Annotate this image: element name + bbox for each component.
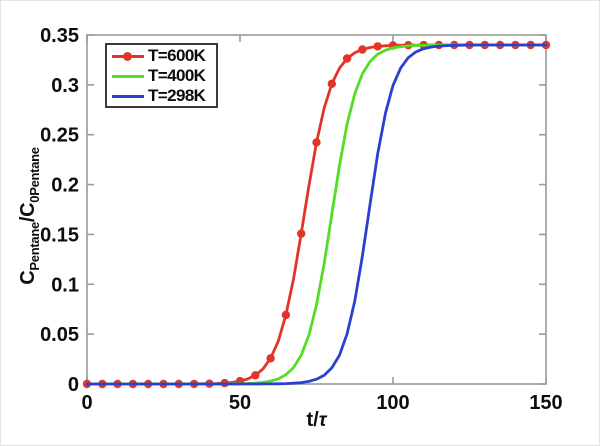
series-marker-t=600k: [251, 371, 260, 380]
y-tick-label: 0.3: [51, 75, 79, 97]
y-tick-label: 0.35: [40, 25, 79, 47]
legend-label: T=400K: [148, 66, 206, 85]
y-tick-label: 0.25: [40, 125, 79, 147]
legend-item-t400k: T=400K: [112, 66, 211, 86]
y-axis-label-sub1: Pentane: [27, 222, 42, 271]
x-tick-label: 50: [229, 392, 251, 414]
series-marker-t=600k: [327, 79, 336, 89]
legend-item-t600k: T=600K: [112, 46, 211, 66]
series-marker-t=600k: [342, 54, 352, 63]
y-tick-label: 0: [68, 374, 79, 396]
legend: T=600K T=400K T=298K: [105, 43, 218, 108]
x-tick-label: 0: [81, 392, 92, 414]
plot-box: [86, 34, 547, 385]
series-marker-t=600k: [297, 229, 306, 238]
x-axis-label: t/τ: [87, 409, 546, 432]
x-tick-label: 150: [529, 392, 562, 414]
x-tick-label: 100: [376, 392, 409, 414]
x-axis-label-t: t/: [306, 409, 319, 431]
series-line-t=298k: [85, 43, 548, 386]
legend-label: T=298K: [148, 86, 206, 105]
series-marker-t=600k: [281, 310, 291, 320]
y-tick-label: 0.15: [40, 224, 79, 246]
y-axis-label: CPentane/C0Pentane: [17, 116, 43, 316]
y-tick-label: 0.2: [51, 175, 79, 197]
legend-label: T=600K: [148, 46, 206, 65]
y-tick-label: 0.05: [40, 324, 79, 346]
x-axis-label-tau: τ: [318, 410, 327, 431]
legend-line-sample-green: [112, 74, 144, 78]
legend-line-sample-red: [112, 51, 144, 61]
series-marker-t=600k: [266, 354, 275, 363]
legend-item-t298k: T=298K: [112, 86, 211, 106]
series-marker-t=600k: [373, 42, 382, 51]
legend-line-sample-blue: [112, 94, 144, 98]
series-marker-t=600k: [312, 138, 321, 147]
y-axis-label-sub2: 0Pentane: [27, 147, 42, 203]
y-axis-label-c2: /C: [17, 202, 39, 223]
y-axis-label-c1: C: [17, 270, 39, 285]
legend-circle-marker-icon: [123, 51, 132, 61]
series-marker-t=600k: [358, 45, 367, 54]
y-tick-label: 0.1: [51, 274, 79, 296]
